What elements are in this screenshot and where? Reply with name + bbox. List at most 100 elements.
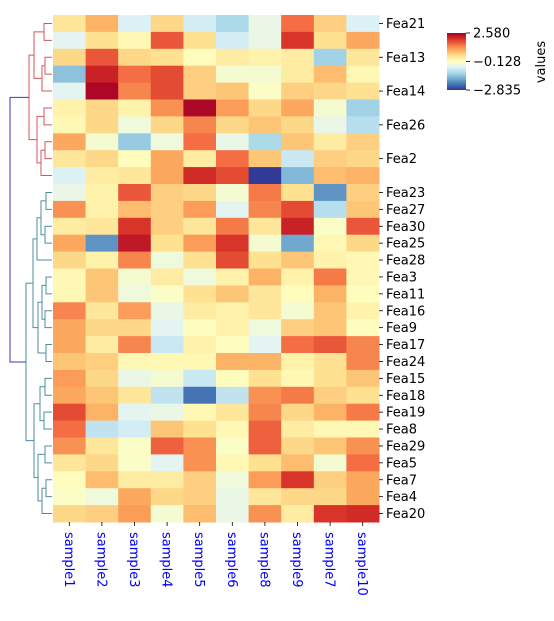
heatmap-cell — [346, 99, 380, 117]
heatmap-cell — [150, 403, 184, 422]
row-label: Fea29 — [386, 439, 425, 454]
heatmap-cell — [248, 454, 282, 472]
heatmap-cell — [313, 48, 347, 67]
heatmap-cell — [281, 471, 315, 489]
heatmap-cell — [150, 167, 184, 185]
heatmap-cell — [313, 471, 347, 489]
heatmap-cell — [248, 319, 282, 337]
heatmap-cell — [150, 15, 184, 33]
heatmap-cell — [216, 403, 250, 422]
heatmap-cell — [346, 133, 380, 151]
heatmap-cell — [118, 336, 152, 354]
heatmap-cell — [183, 116, 217, 134]
heatmap-cell — [183, 505, 217, 523]
heatmap-cell — [313, 150, 347, 168]
heatmap-cell — [313, 234, 347, 253]
heatmap-cell — [150, 336, 184, 354]
heatmap-cell — [346, 15, 380, 33]
heatmap-cell — [118, 454, 152, 472]
heatmap-cell — [150, 133, 184, 151]
heatmap-cell — [281, 285, 315, 303]
heatmap-cell — [346, 353, 380, 371]
heatmap-cell — [85, 65, 119, 84]
heatmap-cell — [346, 488, 380, 506]
heatmap-cell — [281, 386, 315, 405]
column-label: sample4 — [159, 532, 174, 588]
colorbar-label: values — [534, 41, 549, 84]
heatmap-cell — [150, 488, 184, 506]
heatmap-cell — [281, 99, 315, 117]
heatmap-cell — [118, 386, 152, 405]
heatmap-cell — [183, 386, 217, 405]
heatmap-cell — [53, 167, 87, 185]
heatmap-cell — [183, 150, 217, 168]
heatmap-cell — [118, 302, 152, 320]
heatmap-cell — [85, 99, 119, 117]
heatmap-cell — [183, 454, 217, 472]
heatmap-cell — [118, 99, 152, 117]
heatmap-cell — [313, 353, 347, 371]
column-label: sample1 — [61, 532, 76, 588]
heatmap-cell — [150, 505, 184, 523]
heatmap-cell — [281, 184, 315, 202]
heatmap-cell — [216, 285, 250, 303]
heatmap-cell — [183, 65, 217, 84]
heatmap-cell — [216, 353, 250, 371]
heatmap-cell — [183, 403, 217, 422]
heatmap-cell — [248, 99, 282, 117]
heatmap-cell — [53, 150, 87, 168]
heatmap-cell — [346, 234, 380, 253]
heatmap-cell — [53, 488, 87, 506]
column-labels: sample1 sample2 sample3 sample4 sample5 sampl… — [61, 522, 369, 596]
heatmap-cell — [281, 488, 315, 506]
heatmap-cell — [150, 302, 184, 320]
heatmap-cell — [118, 285, 152, 303]
heatmap-cell — [53, 369, 87, 388]
heatmap-cell — [118, 471, 152, 489]
heatmap-cell — [216, 302, 250, 320]
heatmap-cell — [216, 217, 250, 236]
heatmap-cell — [248, 116, 282, 134]
row-label: Fea17 — [386, 338, 425, 353]
heatmap-cell — [248, 302, 282, 320]
heatmap-cell — [313, 217, 347, 236]
heatmap-cell — [313, 488, 347, 506]
heatmap-cell — [216, 133, 250, 151]
heatmap-cell — [248, 82, 282, 100]
heatmap-cell — [183, 200, 217, 219]
heatmap-cell — [216, 234, 250, 253]
heatmap-cell — [85, 15, 119, 33]
heatmap-cell — [248, 505, 282, 523]
heatmap-cell — [346, 82, 380, 100]
heatmap-cell — [150, 99, 184, 117]
heatmap-cell — [216, 369, 250, 388]
heatmap-cell — [216, 386, 250, 405]
heatmap-cell — [216, 454, 250, 472]
dendrogram-link — [45, 191, 52, 210]
dendrogram-link — [44, 56, 52, 75]
column-label: sample5 — [191, 532, 206, 588]
heatmap-cell — [150, 200, 184, 219]
column-label: sample8 — [256, 532, 271, 588]
column-label: sample9 — [289, 532, 304, 588]
heatmap-cell — [150, 369, 184, 388]
heatmap-cell — [281, 454, 315, 472]
heatmap-cell — [248, 150, 282, 168]
heatmap-cell — [248, 217, 282, 236]
row-label: Fea20 — [386, 507, 425, 522]
heatmap-cell — [346, 167, 380, 185]
row-label: Fea4 — [386, 490, 417, 505]
heatmap-cell — [346, 437, 380, 455]
heatmap-cell — [85, 217, 119, 236]
dendrogram-link — [41, 487, 52, 515]
heatmap-cell — [183, 133, 217, 151]
heatmap-cell — [216, 488, 250, 506]
heatmap-cell — [281, 268, 315, 286]
row-label: Fea5 — [386, 456, 417, 471]
heatmap-cell — [313, 167, 347, 185]
heatmap-cell — [85, 386, 119, 405]
heatmap-cell — [281, 353, 315, 371]
heatmap-cell — [216, 150, 250, 168]
heatmap-cell — [248, 65, 282, 84]
heatmap-cell — [85, 302, 119, 320]
